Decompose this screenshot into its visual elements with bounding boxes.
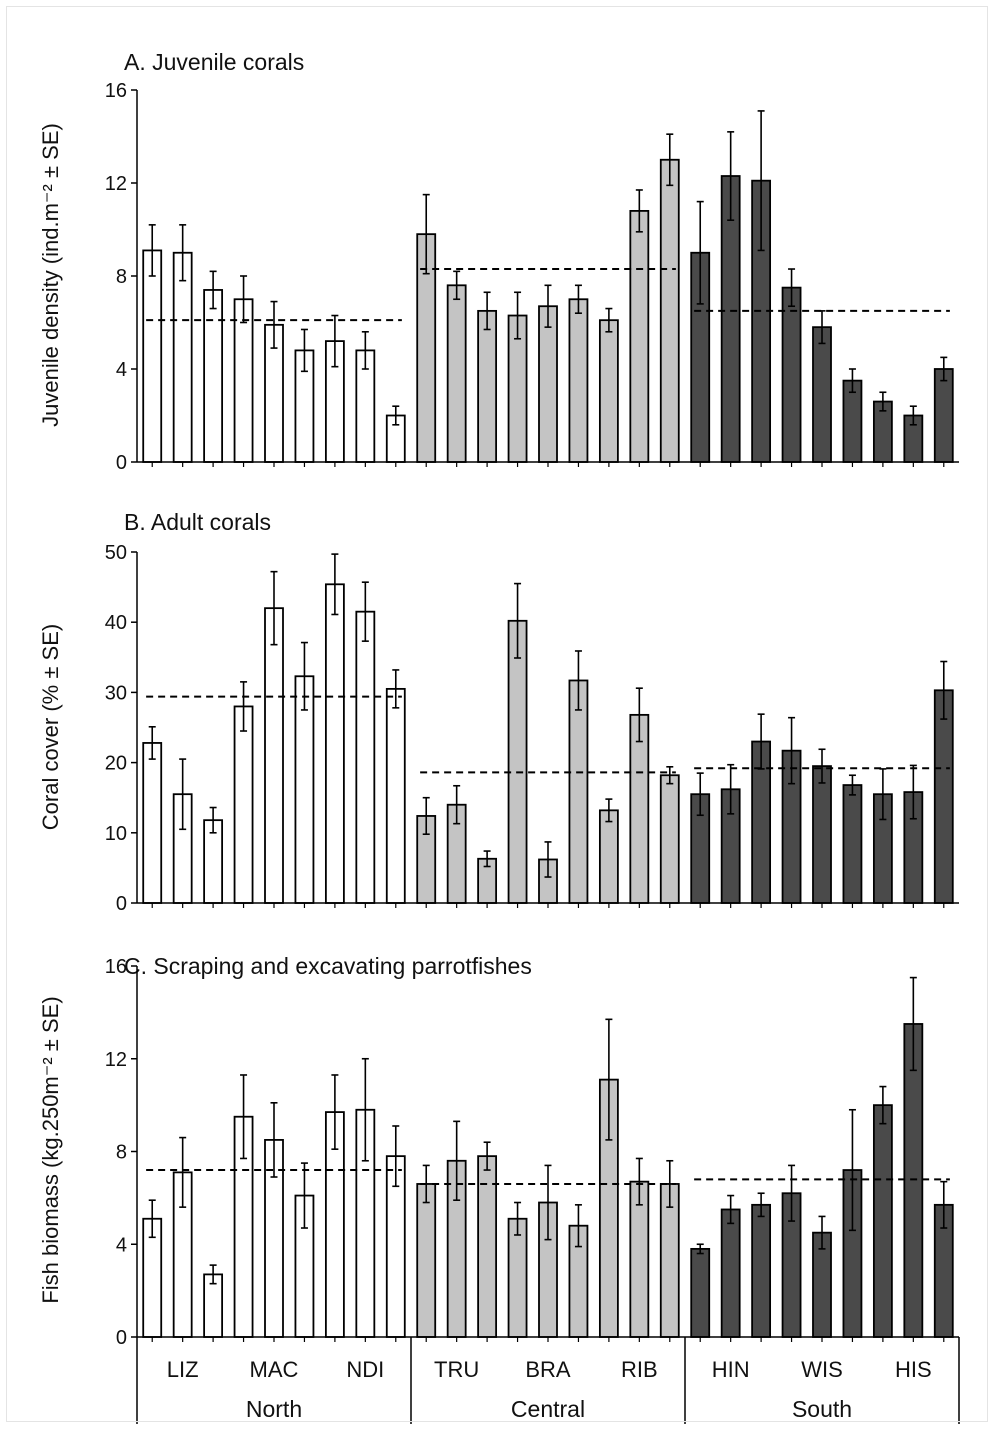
bar [568, 298, 589, 463]
bar [781, 286, 802, 463]
site-label: HIS [895, 1357, 932, 1382]
bar [324, 583, 345, 904]
bar [477, 309, 498, 463]
y-tick-label: 4 [116, 359, 127, 381]
site-label: HIN [712, 1357, 750, 1382]
site-label: MAC [250, 1357, 299, 1382]
bar [842, 784, 863, 904]
panel-title: B. Adult corals [124, 509, 271, 535]
y-tick-label: 40 [105, 612, 127, 634]
panel-2: B. Adult corals Coral cover (% ± SE) 0 10 20… [38, 509, 959, 915]
region-label: South [792, 1396, 852, 1422]
bar [233, 705, 254, 904]
panel-title: A. Juvenile corals [124, 49, 304, 75]
bar [933, 368, 954, 463]
y-tick-label: 8 [116, 266, 127, 288]
bar [507, 1217, 528, 1338]
y-tick-label: 20 [105, 753, 127, 775]
y-tick-label: 4 [116, 1234, 127, 1256]
bar [142, 742, 163, 904]
site-label: BRA [525, 1357, 571, 1382]
bar [812, 765, 832, 904]
bar [629, 209, 650, 463]
region-label: North [246, 1396, 302, 1422]
site-label: LIZ [167, 1357, 199, 1382]
y-axis-label: Fish biomass (kg.250m⁻² ± SE) [38, 996, 63, 1303]
y-tick-label: 8 [116, 1142, 127, 1164]
bar [933, 689, 954, 904]
y-tick-label: 10 [105, 823, 127, 845]
y-tick-label: 0 [116, 452, 127, 474]
bar [264, 607, 284, 904]
y-tick-label: 16 [105, 80, 127, 102]
y-tick-label: 0 [116, 893, 127, 915]
bar [355, 610, 376, 904]
bar [568, 679, 589, 904]
bar [233, 298, 254, 463]
category-axis: LIZ MAC NDI North TRU BRA RIB Central HIN WIS HIS S… [136, 1337, 960, 1424]
panel-1: A. Juvenile corals Juvenile density (ind.… [38, 49, 959, 474]
y-tick-label: 12 [105, 173, 127, 195]
bar [629, 713, 650, 904]
site-label: RIB [621, 1357, 658, 1382]
bar [507, 619, 528, 904]
site-label: WIS [801, 1357, 843, 1382]
bar [659, 774, 680, 904]
y-tick-label: 30 [105, 682, 127, 704]
bar [172, 251, 193, 463]
y-tick-label: 16 [105, 956, 127, 978]
y-tick-label: 0 [116, 1327, 127, 1349]
y-tick-label: 12 [105, 1049, 127, 1071]
panel-3: C. Scraping and excavating parrotfishes F… [38, 953, 959, 1349]
bar [690, 1247, 711, 1338]
bar [598, 319, 619, 463]
bar [812, 326, 832, 463]
bar [659, 158, 680, 463]
bar [142, 249, 163, 463]
bar [203, 289, 224, 463]
region-label: Central [511, 1396, 585, 1422]
bar [598, 809, 619, 904]
y-axis-label: Coral cover (% ± SE) [38, 624, 63, 830]
y-tick-label: 50 [105, 542, 127, 564]
bar [751, 1203, 772, 1338]
y-axis-label: Juvenile density (ind.m⁻² ± SE) [38, 123, 63, 427]
bar [872, 1104, 893, 1338]
site-label: TRU [434, 1357, 479, 1382]
bar [538, 305, 558, 463]
bar [385, 687, 406, 904]
site-label: NDI [346, 1357, 384, 1382]
panel-title: C. Scraping and excavating parrotfishes [124, 953, 532, 979]
bar [720, 1208, 741, 1338]
bar [416, 1183, 437, 1338]
bar [446, 284, 467, 463]
